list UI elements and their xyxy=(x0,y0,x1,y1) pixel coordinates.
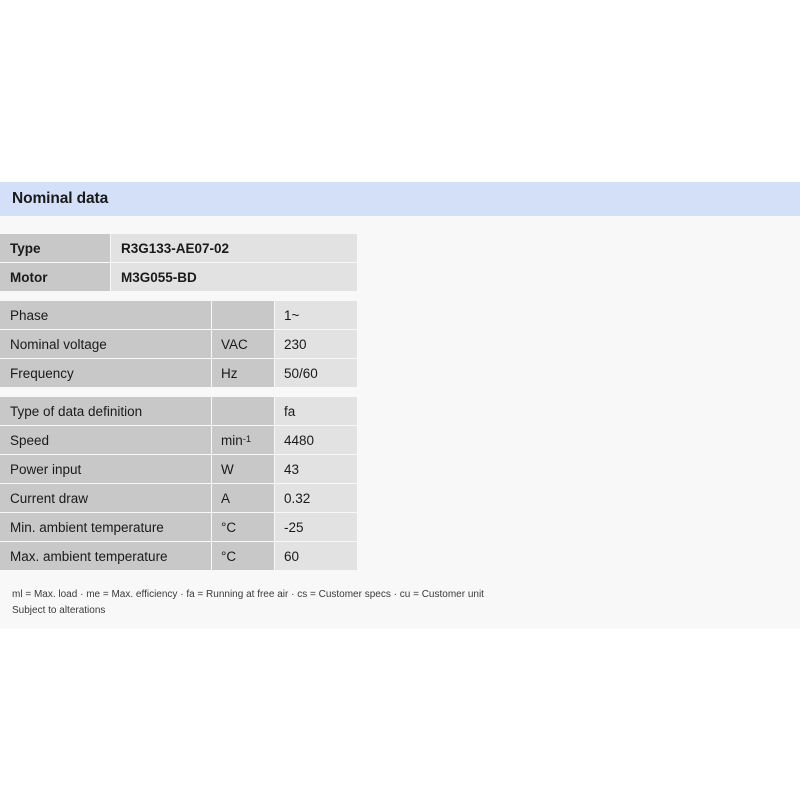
row-unit xyxy=(212,397,274,425)
row-label: Phase xyxy=(0,301,211,329)
row-unit-text: W xyxy=(221,461,234,477)
row-label: Max. ambient temperature xyxy=(0,542,211,570)
row-unit: °C xyxy=(212,513,274,541)
table-row: Current draw A 0.32 xyxy=(0,484,357,512)
footnote-disclaimer: Subject to alterations xyxy=(12,605,106,616)
row-unit: W xyxy=(212,455,274,483)
table-row: Max. ambient temperature °C 60 xyxy=(0,542,357,570)
row-label: Type of data definition xyxy=(0,397,211,425)
section-header: Nominal data xyxy=(0,182,800,216)
table-row: Nominal voltage VAC 230 xyxy=(0,330,357,358)
nominal-data-datasheet: Nominal data Type R3G133-AE07-02 Motor M… xyxy=(0,182,800,629)
row-value: M3G055-BD xyxy=(111,263,357,291)
row-unit: A xyxy=(212,484,274,512)
row-value: 230 xyxy=(275,330,357,358)
identity-table-group: Type R3G133-AE07-02 Motor M3G055-BD xyxy=(0,234,800,291)
row-unit: Hz xyxy=(212,359,274,387)
row-value: 60 xyxy=(275,542,357,570)
row-unit-text: °C xyxy=(221,548,237,564)
row-label: Speed xyxy=(0,426,211,454)
table-row: Power input W 43 xyxy=(0,455,357,483)
row-unit: VAC xyxy=(212,330,274,358)
section-header-title: Nominal data xyxy=(12,190,109,207)
row-label: Power input xyxy=(0,455,211,483)
row-value: 4480 xyxy=(275,426,357,454)
performance-table-group: Type of data definition fa Speed min -1 4… xyxy=(0,397,800,570)
table-row: Min. ambient temperature °C -25 xyxy=(0,513,357,541)
electrical-table-group: Phase 1~ Nominal voltage VAC 230 Frequen… xyxy=(0,301,800,387)
row-value: 1~ xyxy=(275,301,357,329)
row-value: 50/60 xyxy=(275,359,357,387)
table-row: Type R3G133-AE07-02 xyxy=(0,234,357,262)
row-unit-text: °C xyxy=(221,519,237,535)
row-unit xyxy=(212,301,274,329)
row-value: R3G133-AE07-02 xyxy=(111,234,357,262)
table-row: Phase 1~ xyxy=(0,301,357,329)
row-label: Type xyxy=(0,234,110,262)
row-label: Min. ambient temperature xyxy=(0,513,211,541)
table-row: Type of data definition fa xyxy=(0,397,357,425)
table-row: Frequency Hz 50/60 xyxy=(0,359,357,387)
footnotes: ml = Max. load · me = Max. efficiency · … xyxy=(0,580,800,619)
row-value: 43 xyxy=(275,455,357,483)
row-value: fa xyxy=(275,397,357,425)
row-value: 0.32 xyxy=(275,484,357,512)
table-row: Motor M3G055-BD xyxy=(0,263,357,291)
datasheet-panel: Type R3G133-AE07-02 Motor M3G055-BD Phas… xyxy=(0,216,800,629)
row-label: Nominal voltage xyxy=(0,330,211,358)
footnote-legend: ml = Max. load · me = Max. efficiency · … xyxy=(12,589,484,600)
row-unit-text: A xyxy=(221,490,231,506)
row-label: Motor xyxy=(0,263,110,291)
row-label: Frequency xyxy=(0,359,211,387)
table-row: Speed min -1 4480 xyxy=(0,426,357,454)
row-label: Current draw xyxy=(0,484,211,512)
row-unit: min -1 xyxy=(212,426,274,454)
row-value: -25 xyxy=(275,513,357,541)
row-unit: °C xyxy=(212,542,274,570)
row-unit-text: min xyxy=(221,432,243,448)
